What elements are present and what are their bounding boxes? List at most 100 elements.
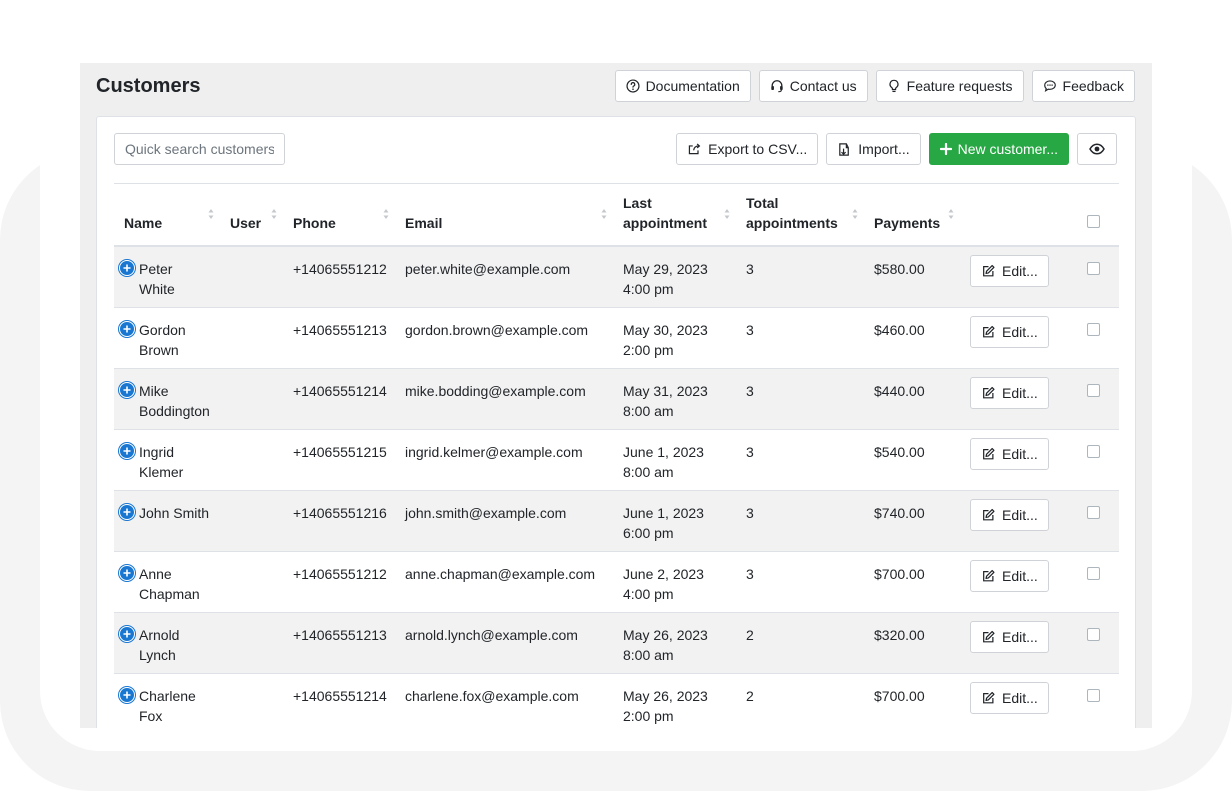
customer-last-name: Brown	[139, 341, 179, 358]
row-checkbox[interactable]	[1087, 566, 1100, 580]
cell-email: gordon.brown@example.com	[395, 306, 613, 368]
cell-select	[1077, 428, 1119, 490]
customer-last-name: Chapman	[139, 585, 200, 602]
cell-email: arnold.lynch@example.com	[395, 611, 613, 673]
appointment-time: 6:00 pm	[623, 524, 674, 541]
expand-row-icon[interactable]	[119, 381, 135, 398]
appointment-date: May 30, 2023	[623, 321, 708, 338]
column-header-name[interactable]: Name	[114, 184, 220, 247]
cell-select	[1077, 672, 1119, 728]
appointment-date: May 26, 2023	[623, 626, 708, 643]
edit-button[interactable]: Edit...	[970, 620, 1049, 653]
cell-total-appointments: 3	[736, 245, 864, 307]
documentation-button[interactable]: Documentation	[614, 70, 751, 102]
search-input[interactable]	[114, 133, 285, 165]
customer-last-name: Fox	[139, 707, 163, 724]
cell-user	[220, 428, 283, 490]
cell-phone: +14065551214	[283, 367, 395, 429]
row-checkbox[interactable]	[1087, 627, 1100, 641]
feature-requests-label: Feature requests	[906, 78, 1013, 94]
plus-icon	[123, 325, 131, 332]
customers-card: Export to CSV... Import... New customer.…	[96, 116, 1136, 728]
row-checkbox[interactable]	[1087, 444, 1100, 458]
cell-payments: $580.00	[864, 245, 960, 307]
column-header-user[interactable]: User	[220, 184, 283, 247]
cell-select	[1077, 306, 1119, 368]
expand-row-icon[interactable]	[119, 564, 135, 581]
cell-total-appointments: 3	[736, 550, 864, 612]
plus-icon	[123, 569, 131, 576]
table-row: Peter White +14065551212 peter.white@exa…	[114, 245, 1119, 307]
expand-row-icon[interactable]	[119, 503, 135, 520]
edit-button[interactable]: Edit...	[970, 498, 1049, 531]
expand-row-icon[interactable]	[119, 260, 135, 276]
cell-phone: +14065551216	[283, 489, 395, 551]
table-row: Gordon Brown +14065551213 gordon.brown@e…	[114, 306, 1119, 368]
appointment-time: 2:00 pm	[623, 341, 674, 358]
row-checkbox[interactable]	[1087, 505, 1100, 519]
import-button[interactable]: Import...	[826, 133, 921, 165]
cell-payments: $460.00	[864, 306, 960, 368]
cell-select	[1077, 245, 1119, 307]
cell-phone: +14065551212	[283, 550, 395, 612]
cell-select	[1077, 550, 1119, 612]
headset-icon	[771, 80, 783, 93]
cell-last-appointment: June 2, 2023 4:00 pm	[613, 550, 736, 612]
row-checkbox[interactable]	[1087, 322, 1100, 336]
eye-icon	[1089, 143, 1105, 155]
select-all-checkbox[interactable]	[1087, 215, 1100, 228]
appointment-time: 4:00 pm	[623, 281, 674, 297]
expand-row-icon[interactable]	[119, 320, 135, 337]
row-checkbox[interactable]	[1087, 262, 1100, 275]
feature-requests-button[interactable]: Feature requests	[875, 70, 1024, 102]
cell-last-appointment: June 1, 2023 8:00 am	[613, 428, 736, 490]
feedback-button[interactable]: Feedback	[1031, 70, 1135, 102]
column-header-total-appointments[interactable]: Total appointments	[736, 184, 864, 247]
cell-email: john.smith@example.com	[395, 489, 613, 551]
row-checkbox[interactable]	[1087, 688, 1100, 702]
documentation-label: Documentation	[645, 78, 740, 94]
edit-button[interactable]: Edit...	[970, 376, 1049, 409]
new-customer-button[interactable]: New customer...	[928, 133, 1069, 165]
lightbulb-icon	[889, 79, 899, 93]
contact-us-button[interactable]: Contact us	[758, 70, 868, 102]
cell-email: ingrid.kelmer@example.com	[395, 428, 613, 490]
column-header-phone[interactable]: Phone	[283, 184, 395, 247]
column-visibility-button[interactable]	[1077, 133, 1117, 165]
cell-name: Ingrid Klemer	[114, 428, 220, 490]
cell-name: John Smith	[114, 489, 220, 551]
column-header-payments[interactable]: Payments	[864, 184, 960, 247]
customer-first-name: Anne	[139, 565, 172, 582]
cell-last-appointment: May 26, 2023 2:00 pm	[613, 672, 736, 728]
edit-button[interactable]: Edit...	[970, 559, 1049, 592]
cell-last-appointment: May 26, 2023 8:00 am	[613, 611, 736, 673]
expand-row-icon[interactable]	[119, 442, 135, 459]
customer-last-name: White	[139, 281, 175, 297]
cell-phone: +14065551213	[283, 611, 395, 673]
cell-last-appointment: May 30, 2023 2:00 pm	[613, 306, 736, 368]
cell-user	[220, 245, 283, 307]
sort-icon	[948, 209, 954, 219]
cell-user	[220, 611, 283, 673]
plus-icon	[939, 143, 952, 155]
column-header-last-appointment[interactable]: Last appointment	[613, 184, 736, 247]
cell-select	[1077, 367, 1119, 429]
row-checkbox[interactable]	[1087, 383, 1100, 397]
edit-icon	[983, 386, 995, 398]
column-header-email[interactable]: Email	[395, 184, 613, 247]
feedback-label: Feedback	[1062, 78, 1124, 94]
export-csv-button[interactable]: Export to CSV...	[676, 133, 819, 165]
edit-button[interactable]: Edit...	[970, 255, 1049, 287]
column-header-actions	[960, 184, 1077, 247]
edit-button[interactable]: Edit...	[970, 681, 1049, 714]
appointment-date: June 1, 2023	[623, 443, 704, 460]
cell-select	[1077, 611, 1119, 673]
edit-button[interactable]: Edit...	[970, 315, 1049, 348]
cell-actions: Edit...	[960, 428, 1077, 490]
edit-label: Edit...	[1002, 323, 1038, 340]
plus-icon	[123, 386, 131, 393]
plus-icon	[123, 447, 131, 454]
expand-row-icon[interactable]	[119, 686, 135, 703]
expand-row-icon[interactable]	[119, 625, 135, 642]
edit-button[interactable]: Edit...	[970, 437, 1049, 470]
